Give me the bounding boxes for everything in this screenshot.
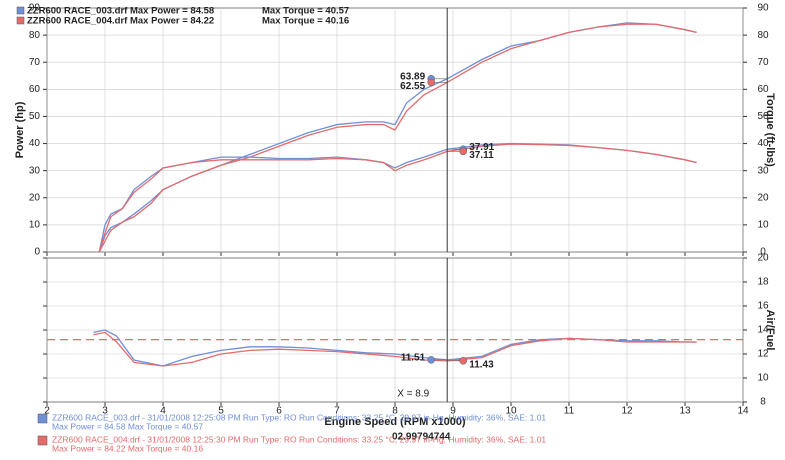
y2-tick-label: 20: [757, 253, 769, 264]
y2-tick-label: 70: [757, 57, 769, 68]
y-tick-label: 50: [29, 111, 41, 122]
y2-axis-label: Air/Fuel: [764, 310, 776, 351]
y2-tick-label: 14: [757, 325, 769, 336]
x-axis-label: Engine Speed (RPM x1000): [324, 416, 466, 428]
x-tick-label: 4: [160, 406, 166, 417]
x-tick-label: 6: [276, 406, 282, 417]
cursor-readout: 02.99794744: [392, 432, 451, 443]
x-tick-label: 5: [218, 406, 224, 417]
y-tick-label: 30: [29, 165, 41, 176]
cursor-value: 62.55: [400, 81, 425, 92]
cursor-marker: [427, 356, 435, 364]
legend-swatch: [16, 6, 25, 15]
y-tick-label: 20: [29, 192, 41, 203]
footer-line2: Max Power = 84.58 Max Torque = 40.57: [52, 421, 203, 431]
footer-line2: Max Power = 84.22 Max Torque = 40.16: [52, 443, 203, 453]
cursor-value: 37.91: [469, 142, 494, 153]
x-tick-label: 3: [102, 406, 108, 417]
cursor-value: 63.89: [400, 71, 425, 82]
footer-swatch: [37, 435, 48, 446]
series-line: [98, 23, 697, 253]
y2-axis-label: Torque (ft-lbs): [764, 93, 776, 167]
cursor-value: 11.51: [401, 353, 426, 364]
y-tick-label: 40: [29, 138, 41, 149]
x-tick-label: 13: [679, 406, 691, 417]
y2-tick-label: 10: [757, 220, 769, 231]
y2-tick-label: 20: [757, 192, 769, 203]
series-line: [93, 331, 697, 367]
cursor-marker: [459, 357, 467, 365]
footer-line1: ZZR600 RACE_003.drf - 31/01/2008 12:25:0…: [52, 412, 546, 422]
y2-tick-label: 40: [757, 138, 769, 149]
y-tick-label: 10: [29, 220, 41, 231]
cursor-marker: [427, 78, 435, 87]
y2-tick-label: 16: [757, 301, 769, 312]
y2-tick-label: 30: [757, 165, 769, 176]
y-tick-label: 70: [29, 57, 41, 68]
y-tick-label: 0: [34, 247, 40, 258]
legend-torque: Max Torque = 40.57: [262, 6, 349, 17]
cursor-marker: [459, 147, 467, 156]
series-line: [98, 143, 697, 253]
cursor-value: 11.43: [469, 359, 494, 370]
y2-tick-label: 18: [757, 277, 769, 288]
footer-line1: ZZR600 RACE_004.drf - 31/01/2008 12:25:3…: [52, 434, 546, 444]
legend-torque: Max Torque = 40.16: [262, 16, 349, 27]
y-tick-label: 60: [29, 84, 41, 95]
x-tick-label: 14: [737, 406, 749, 417]
y2-tick-label: 60: [757, 84, 769, 95]
legend-run: ZZR600 RACE_003.drf Max Power = 84.58: [27, 6, 214, 17]
y2-tick-label: 80: [757, 30, 769, 41]
cursor-x-label: X = 8.9: [397, 389, 429, 400]
footer-swatch: [37, 413, 48, 424]
y2-tick-label: 50: [757, 111, 769, 122]
cursor-value: 37.11: [469, 150, 494, 161]
y2-tick-label: 8: [760, 397, 766, 408]
x-tick-label: 11: [564, 406, 575, 417]
legend-run: ZZR600 RACE_004.drf Max Power = 84.22: [27, 16, 214, 27]
y-tick-label: 80: [29, 30, 41, 41]
x-tick-label: 9: [450, 406, 456, 417]
y-axis-label: Power (hp): [14, 101, 26, 158]
y2-tick-label: 12: [757, 349, 769, 360]
y2-tick-label: 90: [757, 3, 769, 14]
x-tick-label: 2: [44, 406, 50, 417]
x-tick-label: 12: [621, 406, 633, 417]
y-tick-label: 90: [29, 3, 41, 14]
y2-tick-label: 10: [757, 373, 769, 384]
legend-swatch: [16, 16, 25, 25]
x-tick-label: 7: [334, 406, 340, 417]
y2-tick-label: 0: [760, 247, 766, 258]
x-tick-label: 10: [505, 406, 517, 417]
x-tick-label: 8: [392, 406, 398, 417]
